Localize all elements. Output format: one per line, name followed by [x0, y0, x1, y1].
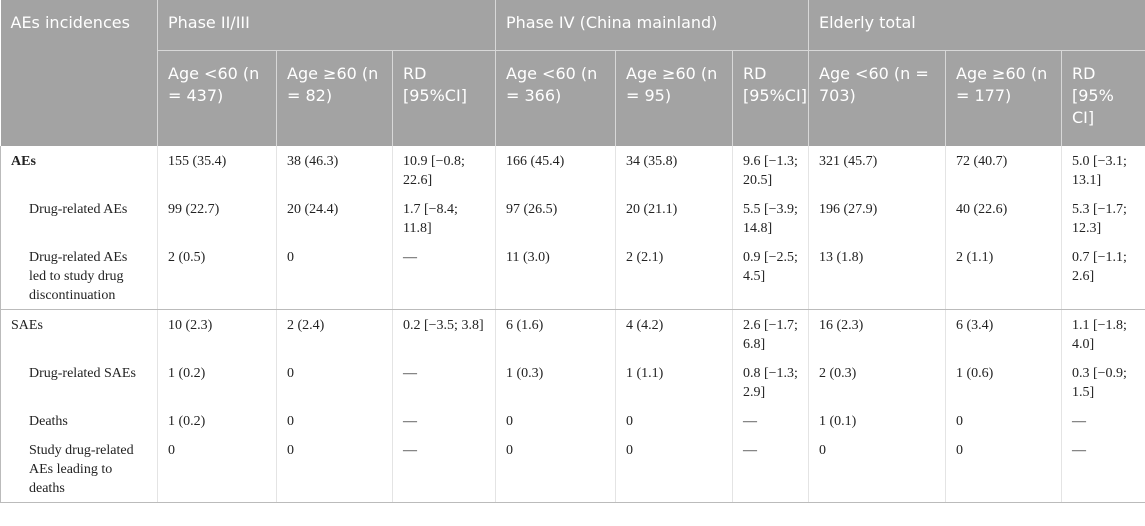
cell: — — [732, 406, 809, 435]
cell: — — [1060, 435, 1145, 503]
cell: 1 (0.1) — [808, 406, 946, 435]
cell: 1 (0.2) — [157, 358, 277, 406]
row-label: Drug-related SAEs — [0, 358, 158, 406]
cell: 5.3 [−1.7; 12.3] — [1060, 194, 1145, 242]
subheader-cell: Age ≥60 (n = 82) — [276, 50, 393, 146]
table-body: AEs 155 (35.4) 38 (46.3) 10.9 [−0.8; 22.6] 1… — [0, 146, 1145, 503]
cell: — — [392, 242, 496, 310]
group-header: Phase II/III — [157, 0, 496, 51]
row-label: Study drug-related AEs leading to deaths — [0, 435, 158, 503]
cell: 1 (0.6) — [945, 358, 1062, 406]
cell: 13 (1.8) — [808, 242, 946, 310]
row-label: Drug-related AEs led to study drug disco… — [0, 242, 158, 310]
ae-table: AEs incidences Phase II/III Phase IV (Ch… — [0, 0, 1145, 503]
cell: 2 (0.5) — [157, 242, 277, 310]
cell: 0.7 [−1.1; 2.6] — [1060, 242, 1145, 310]
row-label: Drug-related AEs — [0, 194, 158, 242]
cell: 0.2 [−3.5; 3.8] — [392, 309, 496, 358]
cell: 40 (22.6) — [945, 194, 1062, 242]
cell: 20 (24.4) — [276, 194, 393, 242]
cell: 1.7 [−8.4; 11.8] — [392, 194, 496, 242]
cell: 0 — [615, 406, 733, 435]
cell: — — [732, 435, 809, 503]
cell: 0 — [276, 242, 393, 310]
cell: 1.1 [−1.8; 4.0] — [1060, 309, 1145, 358]
cell: 20 (21.1) — [615, 194, 733, 242]
cell: 0 — [945, 406, 1062, 435]
cell: 321 (45.7) — [808, 146, 946, 194]
subheader-cell: Age <60 (n = 703) — [808, 50, 946, 146]
cell: 1 (1.1) — [615, 358, 733, 406]
cell: 10.9 [−0.8; 22.6] — [392, 146, 496, 194]
cell: 0 — [495, 406, 616, 435]
cell: 5.0 [−3.1; 13.1] — [1060, 146, 1145, 194]
subheader-cell: Age <60 (n = 437) — [157, 50, 277, 146]
cell: 0.3 [−0.9; 1.5] — [1060, 358, 1145, 406]
cell: 155 (35.4) — [157, 146, 277, 194]
cell: 0 — [495, 435, 616, 503]
group-header: Elderly total — [807, 0, 1145, 51]
header-cell: AEs incidences — [0, 0, 158, 146]
cell: 0.8 [−1.3; 2.9] — [732, 358, 809, 406]
cell: 34 (35.8) — [615, 146, 733, 194]
cell: 196 (27.9) — [808, 194, 946, 242]
subheader-cell: RD [95%CI] — [732, 50, 809, 146]
cell: 0 — [615, 435, 733, 503]
table-row: Study drug-related AEs leading to deaths… — [0, 435, 1145, 503]
cell: 10 (2.3) — [157, 309, 277, 358]
table-row: SAEs 10 (2.3) 2 (2.4) 0.2 [−3.5; 3.8] 6 (1.6… — [0, 309, 1145, 358]
cell: 16 (2.3) — [808, 309, 946, 358]
cell: 4 (4.2) — [615, 309, 733, 358]
table-row: Deaths 1 (0.2) 0—0 0—1 (0.1) 0— — [0, 406, 1145, 435]
subheader-cell: Age <60 (n = 366) — [495, 50, 616, 146]
cell: 166 (45.4) — [495, 146, 616, 194]
cell: 0 — [945, 435, 1062, 503]
cell: 99 (22.7) — [157, 194, 277, 242]
cell: — — [392, 406, 496, 435]
cell: 0 — [276, 435, 393, 503]
cell: — — [1060, 406, 1145, 435]
row-label: Deaths — [0, 406, 158, 435]
cell: 11 (3.0) — [495, 242, 616, 310]
cell: 6 (3.4) — [945, 309, 1062, 358]
cell: 2 (0.3) — [808, 358, 946, 406]
cell: — — [392, 358, 496, 406]
subheader-cell: RD [95% CI] — [1060, 50, 1145, 146]
cell: — — [392, 435, 496, 503]
cell: 6 (1.6) — [495, 309, 616, 358]
subheader-cell: Age ≥60 (n = 95) — [615, 50, 733, 146]
row-label: AEs — [0, 146, 158, 194]
cell: 0 — [276, 358, 393, 406]
table-row: Drug-related AEs 99 (22.7) 20 (24.4) 1.7 [−… — [0, 194, 1145, 242]
cell: 72 (40.7) — [945, 146, 1062, 194]
cell: 2 (2.4) — [276, 309, 393, 358]
cell: 2.6 [−1.7; 6.8] — [732, 309, 809, 358]
subheader-cell: Age ≥60 (n = 177) — [945, 50, 1062, 146]
cell: 1 (0.2) — [157, 406, 277, 435]
cell: 2 (1.1) — [945, 242, 1062, 310]
cell: 1 (0.3) — [495, 358, 616, 406]
table-row: Drug-related AEs led to study drug disco… — [0, 242, 1145, 310]
cell: 0 — [808, 435, 946, 503]
cell: 9.6 [−1.3; 20.5] — [732, 146, 809, 194]
subheader-cell: RD [95%CI] — [392, 50, 496, 146]
table-row: AEs 155 (35.4) 38 (46.3) 10.9 [−0.8; 22.6] 1… — [0, 146, 1145, 194]
cell: 97 (26.5) — [495, 194, 616, 242]
cell: 0.9 [−2.5; 4.5] — [732, 242, 809, 310]
header-row: AEs incidences Phase II/III Phase IV (Ch… — [0, 0, 1145, 146]
cell: 38 (46.3) — [276, 146, 393, 194]
cell: 2 (2.1) — [615, 242, 733, 310]
row-label: SAEs — [0, 309, 158, 358]
group-header: Phase IV (China mainland) — [495, 0, 809, 51]
cell: 5.5 [−3.9; 14.8] — [732, 194, 809, 242]
cell: 0 — [157, 435, 277, 503]
subheader-row: Age <60 (n = 437) Age ≥60 (n = 82) RD [95%… — [1, 50, 1145, 146]
table-row: Drug-related SAEs 1 (0.2) 0—1 (0.3) 1 (1.1)… — [0, 358, 1145, 406]
cell: 0 — [276, 406, 393, 435]
